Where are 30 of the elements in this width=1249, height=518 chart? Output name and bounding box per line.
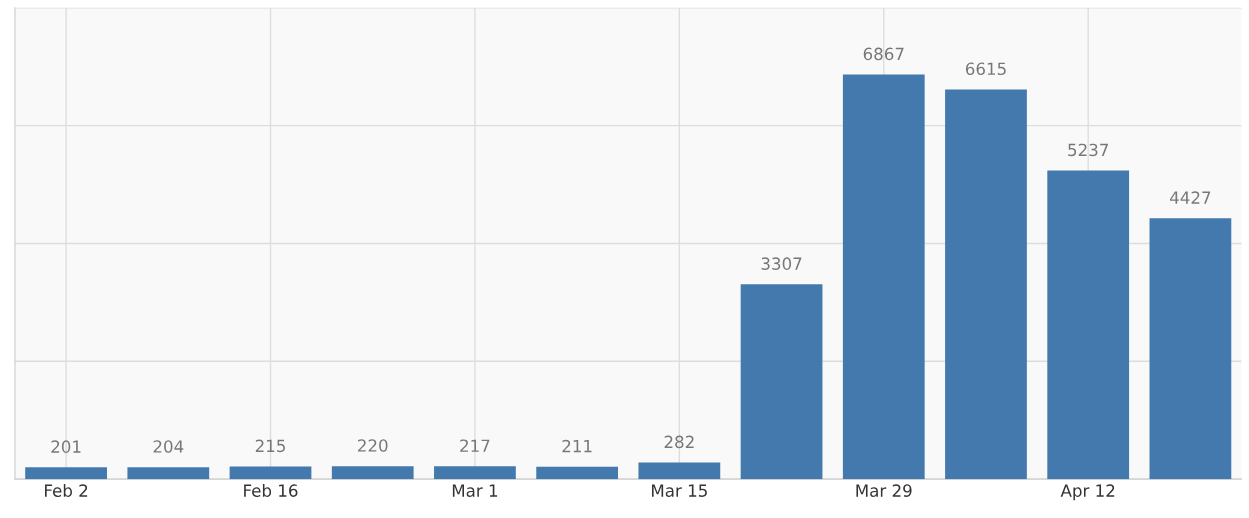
x-tick-label: Feb 16 xyxy=(244,484,298,497)
data-label: 220 xyxy=(358,439,388,452)
bar xyxy=(1149,218,1232,480)
data-label: 3307 xyxy=(761,257,802,270)
x-tick-label: Feb 2 xyxy=(45,484,88,497)
bar xyxy=(331,466,414,480)
data-label: 6867 xyxy=(863,47,904,61)
bar xyxy=(434,466,516,480)
bar xyxy=(1047,170,1130,480)
data-label: 282 xyxy=(664,435,694,449)
bar xyxy=(842,74,925,480)
bar xyxy=(229,466,312,480)
data-label: 6615 xyxy=(965,62,1006,76)
bar xyxy=(25,467,107,480)
x-tick-label: Apr 12 xyxy=(1060,484,1115,501)
x-tick-label: Mar 1 xyxy=(452,484,498,497)
bar xyxy=(536,466,619,480)
data-label: 204 xyxy=(153,440,184,453)
bar xyxy=(740,284,823,480)
bar xyxy=(127,467,210,480)
data-label: 217 xyxy=(460,439,490,452)
data-label: 201 xyxy=(51,440,81,453)
bar xyxy=(945,89,1027,480)
bar xyxy=(638,462,721,480)
data-label: 4427 xyxy=(1170,191,1211,204)
x-tick-label: Mar 29 xyxy=(856,484,912,497)
data-label: 215 xyxy=(255,439,285,453)
x-tick-label: Mar 15 xyxy=(652,484,707,497)
data-label: 5237 xyxy=(1068,143,1108,157)
data-label: 211 xyxy=(562,439,592,453)
